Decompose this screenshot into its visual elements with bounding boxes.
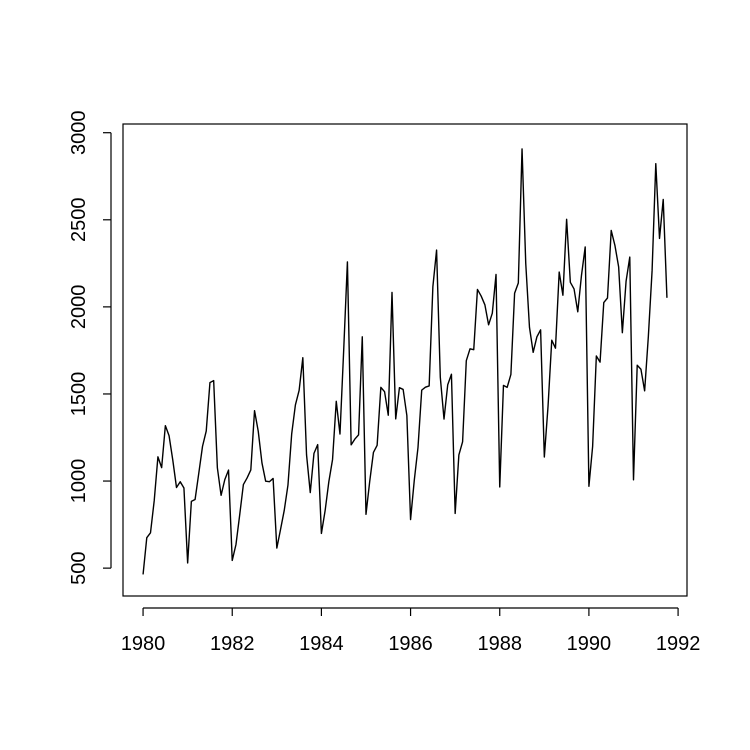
x-tick-label: 1984 bbox=[299, 633, 344, 655]
x-tick-label: 1986 bbox=[388, 633, 433, 655]
x-axis: 1980 1982 1984 1986 1988 1990 1992 bbox=[121, 607, 701, 655]
series-line bbox=[142, 148, 668, 575]
y-tick-label: 1000 bbox=[68, 459, 90, 504]
x-tick-label: 1980 bbox=[121, 633, 166, 655]
y-tick-label: 2500 bbox=[68, 198, 90, 243]
x-tick-label: 1982 bbox=[210, 633, 255, 655]
y-tick-label: 3000 bbox=[68, 110, 90, 155]
plot-box bbox=[122, 123, 688, 597]
x-tick-label: 1992 bbox=[656, 633, 701, 655]
y-axis: 500 1000 1500 2000 2500 3000 bbox=[68, 110, 112, 585]
x-tick-label: 1988 bbox=[477, 633, 522, 655]
y-tick-label: 2000 bbox=[68, 285, 90, 330]
y-tick-label: 500 bbox=[68, 551, 90, 584]
y-tick-label: 1500 bbox=[68, 372, 90, 417]
x-tick-label: 1990 bbox=[567, 633, 612, 655]
